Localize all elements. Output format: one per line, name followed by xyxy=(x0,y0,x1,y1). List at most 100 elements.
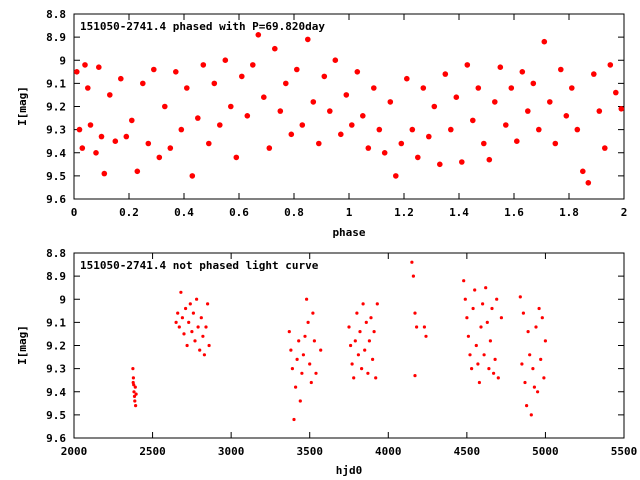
data-point xyxy=(178,126,185,133)
data-point xyxy=(537,306,541,311)
y-tick-label: 9 xyxy=(59,293,66,306)
data-point xyxy=(529,413,533,417)
data-point xyxy=(532,385,537,389)
data-point xyxy=(101,170,108,177)
data-point xyxy=(343,92,350,98)
data-point xyxy=(470,117,476,124)
data-point xyxy=(314,371,318,375)
data-point xyxy=(448,126,454,133)
data-point xyxy=(305,36,311,43)
plot-title: 151050-2741.4 phased with P=69.820day xyxy=(80,20,325,33)
data-point xyxy=(176,311,180,315)
data-point xyxy=(207,343,211,348)
data-point xyxy=(303,334,307,338)
data-point xyxy=(199,316,203,320)
data-point xyxy=(134,404,138,408)
data-point xyxy=(424,334,428,338)
data-point xyxy=(118,75,124,82)
data-point xyxy=(188,302,192,306)
data-point xyxy=(173,69,179,75)
data-point xyxy=(338,131,344,138)
data-point xyxy=(365,145,372,151)
data-point xyxy=(201,334,205,338)
data-point xyxy=(490,306,494,311)
data-point xyxy=(413,374,417,378)
data-point xyxy=(479,325,483,329)
data-point xyxy=(189,173,196,179)
data-point xyxy=(349,343,353,348)
data-point xyxy=(195,297,199,301)
data-point xyxy=(536,126,542,133)
x-tick-label: 2 xyxy=(621,206,628,219)
data-point xyxy=(305,297,309,301)
data-point xyxy=(162,103,168,110)
data-point xyxy=(272,45,278,52)
data-point xyxy=(85,85,91,91)
plot-title: 151050-2741.4 not phased light curve xyxy=(80,259,319,272)
data-point xyxy=(167,145,174,151)
data-point xyxy=(140,80,146,87)
x-tick-label: 1.4 xyxy=(449,206,469,219)
data-point xyxy=(82,62,88,68)
data-point xyxy=(536,390,540,394)
data-point xyxy=(350,362,354,366)
x-axis-title: hjd0 xyxy=(336,464,363,477)
data-point xyxy=(540,316,544,320)
data-point xyxy=(431,103,438,110)
data-point xyxy=(420,85,427,91)
y-tick-label: 9.1 xyxy=(46,77,66,90)
data-point xyxy=(539,357,543,361)
data-point xyxy=(470,367,474,371)
data-point xyxy=(74,69,80,75)
data-point xyxy=(355,311,359,315)
data-point xyxy=(541,38,548,45)
data-point xyxy=(132,390,136,394)
y-axis-title: I[mag] xyxy=(16,325,29,365)
data-point xyxy=(290,367,294,371)
data-point xyxy=(542,376,546,380)
data-point xyxy=(93,150,99,156)
data-point xyxy=(482,353,486,357)
x-tick-label: 1.8 xyxy=(559,206,579,219)
data-point xyxy=(182,332,186,336)
data-point xyxy=(518,295,522,299)
data-point xyxy=(312,339,316,343)
data-point xyxy=(321,73,328,80)
data-point xyxy=(206,140,212,147)
data-point xyxy=(474,343,478,348)
data-point xyxy=(228,103,234,110)
y-tick-label: 8.9 xyxy=(46,270,66,283)
data-point xyxy=(465,316,469,320)
data-point xyxy=(547,99,553,105)
data-point xyxy=(521,311,526,315)
data-point xyxy=(437,161,443,168)
data-point xyxy=(98,133,105,140)
data-point xyxy=(398,140,405,147)
data-point xyxy=(563,113,570,119)
data-point xyxy=(261,94,267,100)
data-point xyxy=(134,392,138,396)
data-point xyxy=(356,353,360,357)
data-point xyxy=(96,64,102,70)
data-point xyxy=(360,367,364,371)
data-point xyxy=(300,371,304,375)
x-tick-label: 3500 xyxy=(296,445,323,458)
data-point xyxy=(156,154,163,161)
y-tick-label: 8.8 xyxy=(46,247,66,260)
data-point xyxy=(358,330,362,334)
plot-frame xyxy=(73,252,625,439)
data-point xyxy=(596,108,603,114)
data-point xyxy=(301,353,305,357)
data-point xyxy=(193,339,197,343)
y-tick-label: 9.6 xyxy=(46,193,66,206)
y-axis-title: I[mag] xyxy=(16,86,29,126)
x-tick-label: 1.2 xyxy=(394,206,414,219)
data-point xyxy=(602,145,608,151)
data-point xyxy=(453,94,460,100)
data-point xyxy=(497,64,504,70)
data-point xyxy=(87,122,94,128)
data-point xyxy=(580,168,586,175)
data-point xyxy=(211,80,218,87)
data-point xyxy=(310,99,317,105)
data-point xyxy=(250,62,256,68)
